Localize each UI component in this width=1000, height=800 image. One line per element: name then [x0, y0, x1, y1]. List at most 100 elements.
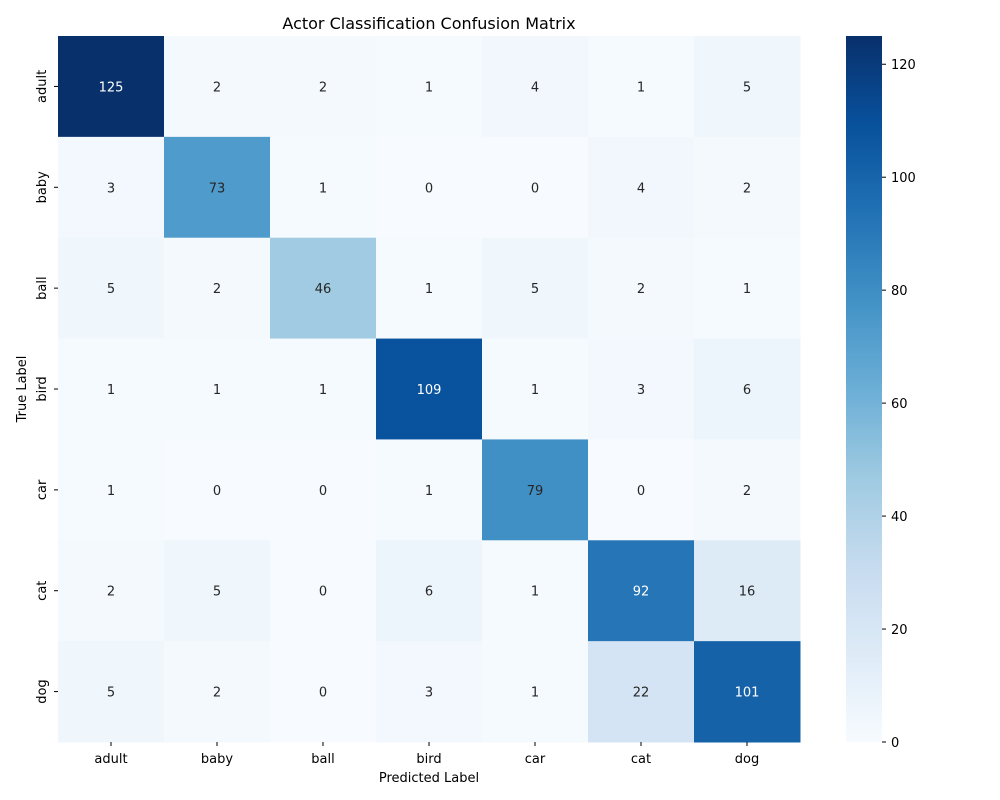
cell-value-label: 5 [107, 282, 115, 297]
colorbar-tick-label: 120 [891, 58, 916, 73]
cell-value-label: 92 [633, 585, 650, 600]
chart-title: Actor Classification Confusion Matrix [282, 14, 575, 33]
cell-value-label: 16 [739, 585, 756, 600]
colorbar [846, 36, 882, 742]
cell-value-label: 5 [531, 282, 539, 297]
cell-value-label: 109 [417, 383, 442, 398]
cell-value-label: 1 [319, 383, 327, 398]
cell-value-label: 1 [637, 80, 645, 95]
cell-value-label: 1 [425, 484, 433, 499]
heatmap-cell [376, 237, 483, 340]
cell-value-label: 2 [107, 585, 115, 600]
cell-value-label: 1 [531, 686, 539, 701]
cell-value-label: 22 [633, 686, 650, 701]
x-axis-label: Predicted Label [379, 771, 479, 786]
heatmap-cell [376, 540, 483, 642]
colorbar-tick-label: 80 [891, 284, 908, 299]
y-axis-label: True Label [15, 356, 30, 424]
heatmap-cells: 125 2 2 1 4 1 53 73 1 0 0 4 25 2 46 1 5 2 11 1 1 109 1 3 61 0 0 1 79… [58, 36, 801, 743]
y-tick-label: cat [35, 581, 50, 601]
cell-value-label: 6 [425, 585, 433, 600]
cell-value-label: 1 [425, 80, 433, 95]
cell-value-label: 1 [531, 585, 539, 600]
cell-value-label: 2 [213, 686, 221, 701]
y-tick-label: dog [35, 679, 50, 703]
heatmap-cell [694, 237, 801, 340]
heatmap-cell [164, 540, 271, 642]
cell-value-label: 2 [743, 181, 751, 196]
heatmap-cell [164, 439, 271, 541]
cell-value-label: 0 [637, 484, 645, 499]
y-tick-label: ball [35, 276, 50, 299]
heatmap-cell [482, 36, 589, 138]
heatmap-cell [58, 237, 165, 340]
heatmap-cell [694, 439, 801, 541]
cell-value-label: 1 [319, 181, 327, 196]
cell-value-label: 0 [319, 484, 327, 499]
x-tick-label: dog [735, 752, 759, 767]
heatmap-cell [58, 439, 165, 541]
colorbar-tick-label: 40 [891, 510, 908, 525]
heatmap-cell [482, 338, 589, 440]
y-axis-ticks: adult baby ball bird car cat dog [35, 70, 58, 704]
heatmap-cell [376, 136, 483, 239]
heatmap-cell [694, 338, 801, 440]
heatmap-cell [588, 540, 695, 642]
cell-value-label: 2 [637, 282, 645, 297]
x-tick-label: ball [311, 752, 334, 767]
cell-value-label: 79 [527, 484, 544, 499]
colorbar-ticks: 0 20 40 60 80 100 120 [882, 58, 916, 751]
cell-value-label: 1 [743, 282, 751, 297]
heatmap-cell [164, 36, 271, 138]
cell-value-label: 1 [531, 383, 539, 398]
heatmap-cell [694, 36, 801, 138]
heatmap-cell [376, 36, 483, 138]
colorbar-tick-label: 0 [891, 736, 899, 751]
heatmap-cell [482, 439, 589, 541]
x-tick-label: adult [94, 752, 127, 767]
cell-value-label: 5 [213, 585, 221, 600]
heatmap-cell [58, 136, 165, 239]
cell-value-label: 6 [743, 383, 751, 398]
heatmap-cell [588, 36, 695, 138]
heatmap-cell [588, 439, 695, 541]
cell-value-label: 1 [213, 383, 221, 398]
heatmap-cell [164, 338, 271, 440]
heatmap-cell [58, 338, 165, 440]
cell-value-label: 1 [425, 282, 433, 297]
y-tick-label: baby [35, 171, 50, 203]
cell-value-label: 73 [209, 181, 226, 196]
heatmap-cell [588, 136, 695, 239]
y-tick-label: bird [35, 376, 50, 401]
heatmap-cell [588, 237, 695, 340]
cell-value-label: 5 [107, 686, 115, 701]
heatmap-cell [588, 641, 695, 743]
x-tick-label: car [525, 752, 546, 767]
cell-value-label: 2 [213, 80, 221, 95]
heatmap-cell [164, 237, 271, 340]
heatmap-cell [270, 136, 377, 239]
cell-value-label: 0 [319, 585, 327, 600]
heatmap-cell [270, 540, 377, 642]
heatmap-cell [58, 36, 165, 138]
cell-value-label: 0 [213, 484, 221, 499]
heatmap-cell [58, 641, 165, 743]
x-tick-label: cat [631, 752, 651, 767]
x-axis-ticks: adult baby ball bird car cat dog [94, 742, 759, 767]
cell-value-label: 46 [315, 282, 332, 297]
cell-value-label: 0 [425, 181, 433, 196]
heatmap-cell [376, 641, 483, 743]
cell-value-label: 3 [107, 181, 115, 196]
colorbar-tick-label: 20 [891, 623, 908, 638]
cell-value-label: 1 [107, 383, 115, 398]
cell-value-label: 125 [99, 80, 124, 95]
heatmap-cell [270, 641, 377, 743]
heatmap-cell [694, 540, 801, 642]
y-tick-label: car [35, 479, 50, 500]
heatmap-cell [376, 439, 483, 541]
x-tick-label: baby [201, 752, 233, 767]
cell-value-label: 0 [531, 181, 539, 196]
cell-value-label: 2 [319, 80, 327, 95]
heatmap-cell [694, 136, 801, 239]
